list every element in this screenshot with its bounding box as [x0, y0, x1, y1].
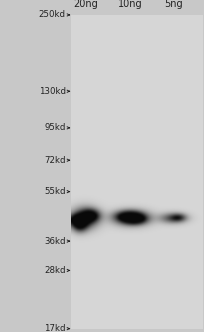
Text: 36kd: 36kd	[44, 237, 65, 246]
Text: 95kd: 95kd	[44, 124, 65, 132]
Text: 250kd: 250kd	[38, 10, 65, 20]
Text: 28kd: 28kd	[44, 266, 65, 275]
Text: 20ng: 20ng	[73, 0, 98, 9]
Text: 55kd: 55kd	[44, 187, 65, 196]
Text: 10ng: 10ng	[117, 0, 142, 9]
Text: 72kd: 72kd	[44, 156, 65, 165]
Text: 130kd: 130kd	[38, 87, 65, 96]
Text: 5ng: 5ng	[163, 0, 182, 9]
Bar	[70, 15, 202, 329]
Text: 17kd: 17kd	[44, 324, 65, 332]
